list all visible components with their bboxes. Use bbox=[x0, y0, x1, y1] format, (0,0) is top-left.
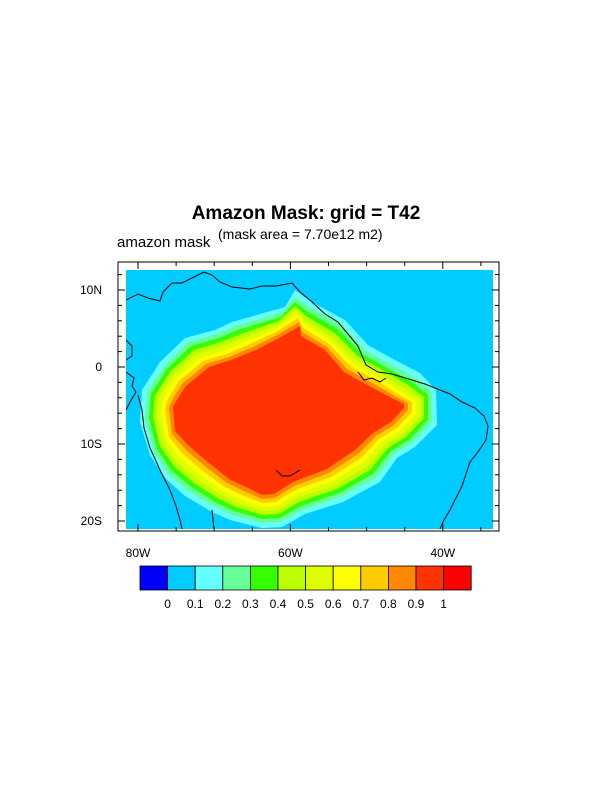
mask-contours bbox=[126, 270, 493, 529]
colorbar: 0 0.1 0.2 0.3 0.4 0.5 0.6 0.7 0.8 0.9 1 bbox=[139, 565, 472, 611]
lon-tick-label: 60W bbox=[278, 546, 303, 560]
mask-level-09 bbox=[173, 326, 404, 495]
colorbar-swatch bbox=[387, 565, 417, 591]
colorbar-label: 0.7 bbox=[352, 597, 369, 611]
lon-tick-label: 80W bbox=[126, 546, 151, 560]
colorbar-label: 0.5 bbox=[297, 597, 314, 611]
figure-subtitle: (mask area = 7.70e12 m2) bbox=[218, 226, 383, 242]
colorbar-label: 1 bbox=[440, 597, 447, 611]
colorbar-label: 0.2 bbox=[214, 597, 231, 611]
colorbar-label: 0.3 bbox=[242, 597, 259, 611]
map-border bbox=[117, 261, 500, 532]
colorbar-swatch bbox=[249, 565, 279, 591]
lat-tick-label: 10S bbox=[81, 437, 102, 451]
colorbar-label: 0.9 bbox=[408, 597, 425, 611]
colorbar-label: 0.4 bbox=[270, 597, 287, 611]
left-string: amazon mask bbox=[117, 234, 211, 251]
colorbar-swatch bbox=[167, 565, 196, 591]
lon-tick-label: 40W bbox=[430, 546, 455, 560]
colorbar-swatch bbox=[139, 565, 169, 591]
colorbar-swatch bbox=[443, 565, 472, 591]
colorbar-swatch bbox=[277, 565, 307, 591]
lat-tick-label: 20S bbox=[81, 514, 102, 528]
coastlines bbox=[126, 271, 489, 529]
figure-title: Amazon Mask: grid = T42 bbox=[191, 203, 421, 224]
colorbar-swatch bbox=[222, 565, 251, 591]
colorbar-label: 0 bbox=[164, 597, 171, 611]
map-ticks: 80W 60W 40W 10N 0 10S 20S bbox=[80, 262, 499, 560]
colorbar-swatch bbox=[194, 565, 224, 591]
colorbar-swatch bbox=[332, 565, 362, 591]
lat-tick-label: 10N bbox=[80, 283, 102, 297]
colorbar-swatch bbox=[415, 565, 445, 591]
colorbar-swatch bbox=[360, 565, 389, 591]
colorbar-label: 0.8 bbox=[380, 597, 397, 611]
colorbar-label: 0.6 bbox=[325, 597, 342, 611]
colorbar-label: 0.1 bbox=[187, 597, 204, 611]
colorbar-swatch bbox=[305, 565, 334, 591]
lat-tick-label: 0 bbox=[95, 360, 102, 374]
